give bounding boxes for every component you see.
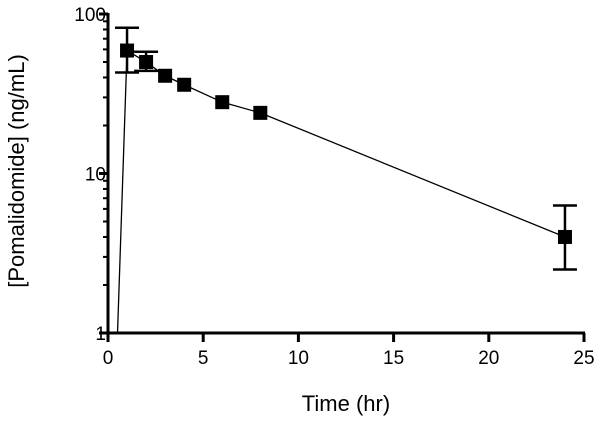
data-point [253,105,268,120]
series-line [116,49,566,334]
data-point [215,95,230,110]
x-axis-title: Time (hr) [302,391,390,416]
y-tick-label: 10 [85,165,106,186]
y-tick-label: 1 [95,324,106,345]
x-tick-label: 0 [103,348,114,369]
x-tick-label: 15 [383,348,404,369]
axes: 0 5 10 15 20 25 1 10 100 [74,5,594,369]
data-point [120,43,135,58]
y-tick-label: 100 [74,5,106,26]
plot-area [115,26,577,334]
x-tick-label: 5 [198,348,209,369]
data-point [557,229,572,244]
x-tick-label: 25 [573,348,594,369]
y-axis-title: [Pomalidomide] (ng/mL) [4,54,29,288]
x-tick-label: 10 [288,348,309,369]
data-point [177,77,192,92]
x-tick-label: 20 [478,348,499,369]
data-point [139,55,154,70]
data-point [158,68,173,83]
